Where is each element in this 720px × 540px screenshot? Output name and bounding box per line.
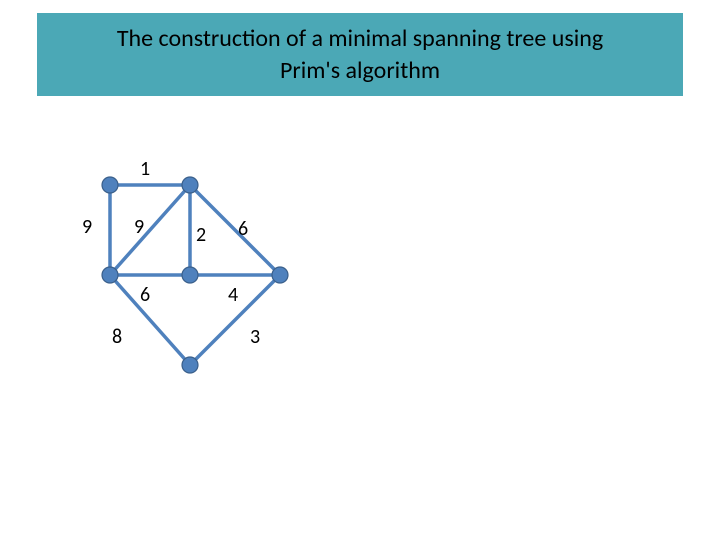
graph-node (182, 267, 198, 283)
edge-weight: 9 (134, 215, 144, 239)
graph-diagram: 199266483 (80, 165, 340, 410)
graph-node (102, 267, 118, 283)
edge-weight: 2 (196, 223, 206, 247)
graph-node (272, 267, 288, 283)
graph-node (182, 177, 198, 193)
graph-svg (80, 165, 340, 405)
page-title: The construction of a minimal spanning t… (107, 23, 613, 87)
edge-weight: 8 (112, 325, 122, 349)
edge-weight: 9 (82, 215, 92, 239)
title-bar: The construction of a minimal spanning t… (37, 13, 683, 96)
edge-weight: 4 (228, 283, 238, 307)
edge (110, 185, 190, 275)
graph-node (182, 357, 198, 373)
edge-weight: 3 (250, 325, 260, 349)
edge-weight: 6 (238, 217, 248, 241)
graph-node (102, 177, 118, 193)
edge-weight: 6 (140, 283, 150, 307)
edge-weight: 1 (140, 157, 150, 181)
